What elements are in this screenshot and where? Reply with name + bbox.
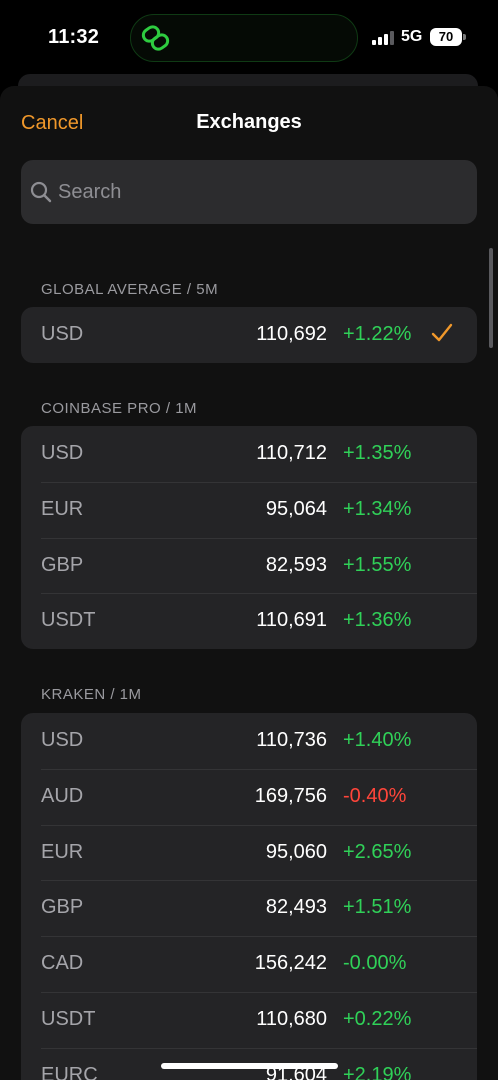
change-value: +2.19% <box>343 1063 412 1080</box>
exchange-row[interactable]: GBP 82,593 +1.55% <box>21 537 477 594</box>
exchange-row[interactable]: EUR 95,064 +1.34% <box>21 481 477 538</box>
signal-icon <box>372 30 394 45</box>
price-value: 110,692 <box>256 323 327 345</box>
currency-label: USD <box>41 729 84 751</box>
currency-label: USD <box>41 442 84 464</box>
price-value: 169,756 <box>254 784 327 807</box>
link-app-icon <box>141 25 170 51</box>
price-value: 110,736 <box>256 729 327 751</box>
change-value: +1.55% <box>343 553 412 576</box>
price-value: 110,712 <box>256 442 327 464</box>
change-value: +1.35% <box>343 442 412 464</box>
currency-label: CAD <box>41 952 84 975</box>
section-header-coinbase-pro: COINBASE PRO / 1M <box>41 400 198 417</box>
currency-label: USD <box>41 323 84 345</box>
currency-label: USDT <box>41 1007 96 1030</box>
status-bar: 11:32 5G 70 <box>0 0 498 74</box>
change-value: +2.65% <box>343 840 412 863</box>
dynamic-island[interactable] <box>130 14 358 62</box>
coinbase-pro-group: USD 110,712 +1.35% EUR 95,064 +1.34% GBP… <box>21 426 477 650</box>
search-icon <box>30 181 52 203</box>
exchange-row[interactable]: USDT 110,691 +1.36% <box>21 593 477 649</box>
section-header-global-average: GLOBAL AVERAGE / 5M <box>41 281 219 298</box>
currency-label: GBP <box>41 896 84 919</box>
exchange-row[interactable]: CAD 156,242 -0.00% <box>21 936 477 992</box>
global-average-group: USD 110,692 +1.22% <box>21 307 477 363</box>
exchange-row[interactable]: GBP 82,493 +1.51% <box>21 880 477 936</box>
battery-nub <box>463 34 466 40</box>
price-value: 95,064 <box>265 497 327 520</box>
price-value: 82,593 <box>265 553 327 576</box>
price-value: 82,493 <box>265 896 327 919</box>
network-label: 5G <box>401 28 423 45</box>
cancel-button[interactable]: Cancel <box>21 112 84 134</box>
change-value: +1.22% <box>343 323 412 345</box>
exchange-row[interactable]: USDT 110,680 +0.22% <box>21 991 477 1048</box>
nav-bar: Cancel Exchanges <box>0 86 498 160</box>
currency-label: AUD <box>41 784 84 807</box>
currency-label: EURC <box>41 1063 98 1080</box>
currency-label: GBP <box>41 553 84 576</box>
home-indicator[interactable] <box>161 1063 338 1069</box>
change-value: +1.51% <box>343 896 412 919</box>
change-value: +1.34% <box>343 497 412 520</box>
exchange-row[interactable]: EUR 95,060 +2.65% <box>21 824 477 881</box>
price-value: 95,060 <box>265 840 327 863</box>
scrollbar[interactable] <box>489 248 493 348</box>
kraken-group: USD 110,736 +1.40% AUD 169,756 -0.40% EU… <box>21 713 477 1080</box>
exchange-row[interactable]: USD 110,736 +1.40% <box>21 713 477 769</box>
exchange-row[interactable]: USD 110,692 +1.22% <box>21 307 477 363</box>
change-value: -0.00% <box>343 952 407 975</box>
change-value: +0.22% <box>343 1007 412 1030</box>
search-bar[interactable] <box>21 160 477 224</box>
price-value: 110,680 <box>256 1007 327 1030</box>
currency-label: EUR <box>41 497 84 520</box>
price-value: 110,691 <box>256 609 327 632</box>
page-title: Exchanges <box>196 111 302 133</box>
currency-label: EUR <box>41 840 84 863</box>
change-value: -0.40% <box>343 784 407 807</box>
exchange-row[interactable]: AUD 169,756 -0.40% <box>21 768 477 825</box>
currency-label: USDT <box>41 609 96 632</box>
status-time: 11:32 <box>48 26 100 48</box>
search-input[interactable] <box>58 160 458 224</box>
exchange-row[interactable]: USD 110,712 +1.35% <box>21 426 477 482</box>
price-value: 156,242 <box>254 952 327 975</box>
battery-icon: 70 <box>430 28 462 46</box>
section-header-kraken: KRAKEN / 1M <box>41 686 142 703</box>
checkmark-icon <box>431 323 453 342</box>
change-value: +1.36% <box>343 609 412 632</box>
change-value: +1.40% <box>343 729 412 751</box>
exchanges-sheet: Cancel Exchanges GLOBAL AVERAGE / 5M USD… <box>0 86 498 1080</box>
